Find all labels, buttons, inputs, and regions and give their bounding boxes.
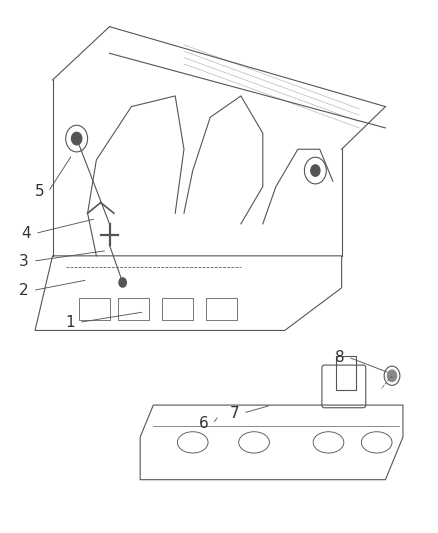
Text: 8: 8 xyxy=(335,350,344,365)
Text: 4: 4 xyxy=(21,226,31,241)
Text: 3: 3 xyxy=(19,254,29,269)
Circle shape xyxy=(387,369,397,382)
Text: 6: 6 xyxy=(199,416,208,431)
Circle shape xyxy=(310,164,321,177)
Circle shape xyxy=(118,277,127,288)
Text: 5: 5 xyxy=(35,184,44,199)
Circle shape xyxy=(71,132,82,145)
Text: 7: 7 xyxy=(230,406,239,421)
Text: 2: 2 xyxy=(19,283,29,298)
Text: 1: 1 xyxy=(65,315,75,330)
